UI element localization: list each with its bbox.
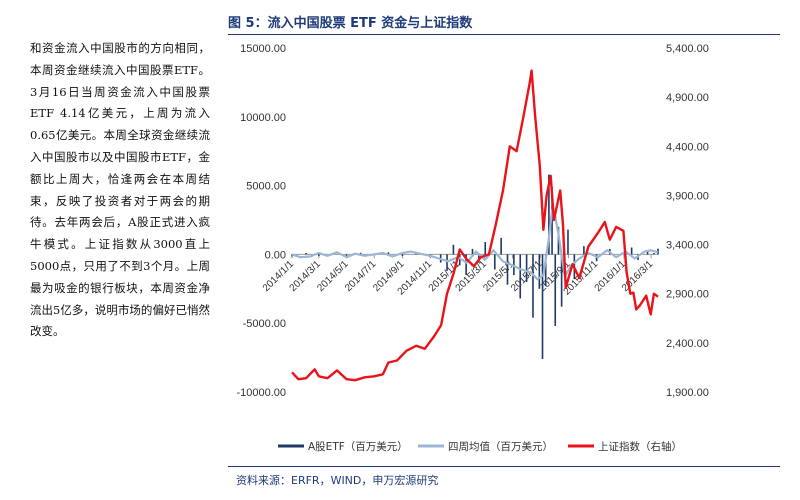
y-right-tick-label: 4,400.00 [666, 141, 709, 153]
y-left-tick-label: 15000.00 [240, 43, 286, 55]
etf-bar [519, 254, 522, 299]
y-left-tick-label: -5000.00 [243, 318, 286, 330]
etf-bar [493, 254, 496, 270]
footer-rule [228, 466, 780, 467]
etf-bar [653, 253, 655, 255]
legend-label: A股ETF（百万美元） [308, 440, 408, 453]
y-right-tick-label: 2,900.00 [666, 289, 709, 301]
etf-bar [452, 244, 455, 255]
y-right-tick-label: 3,900.00 [666, 190, 709, 202]
y-right-tick-label: 1,900.00 [666, 387, 709, 399]
y-right-tick-label: 5,400.00 [666, 43, 709, 55]
etf-bar [554, 254, 557, 326]
etf-bar [548, 174, 550, 255]
etf-bar [538, 254, 541, 289]
source-note: 资料来源：ERFR，WIND，申万宏源研究 [236, 474, 439, 487]
etf-bar [484, 242, 487, 255]
etf-bar [646, 250, 649, 255]
etf-bar [560, 254, 563, 307]
title-rule [228, 34, 780, 35]
etf-bar [541, 254, 544, 359]
shanghai-index-line [291, 69, 659, 382]
etf-bar [630, 247, 633, 255]
etf-bar [595, 254, 598, 262]
etf-bar [387, 252, 390, 255]
etf-bar [567, 229, 569, 255]
y-right-tick-label: 3,400.00 [666, 240, 709, 252]
etf-bar [318, 254, 320, 257]
commentary-text: 和资金流入中国股市的方向相同，本周资金继续流入中国股票ETF。3月16日当周资金… [30, 41, 210, 339]
etf-bar [513, 254, 515, 276]
etf-bar [525, 254, 528, 282]
legend-label: 上证指数（右轴） [598, 440, 682, 453]
y-left-tick-label: 10000.00 [240, 112, 286, 124]
four-week-average-line [291, 209, 659, 281]
etf-bar [401, 254, 404, 257]
chart-title: 图 5：流入中国股票 ETF 资金与上证指数 [228, 16, 473, 31]
etf-bar [345, 254, 348, 256]
y-right-tick-label: 4,900.00 [666, 92, 709, 104]
etf-bar [583, 246, 585, 255]
etf-bar [471, 248, 474, 255]
etf-bar [551, 186, 553, 255]
etf-bar [458, 254, 461, 266]
y-left-tick-label: 5000.00 [246, 181, 286, 193]
legend-label: 四周均值（百万美元） [448, 440, 553, 453]
etf-bar [465, 254, 467, 276]
y-left-tick-label: 0.00 [265, 249, 286, 261]
chart: 15000.00 10000.00 5000.00 0.00 -5000.00 -1000… [236, 43, 709, 453]
etf-bar [446, 254, 448, 271]
etf-bar [532, 254, 534, 318]
etf-bar [305, 253, 307, 255]
y-left-tick-label: -10000.00 [236, 387, 286, 399]
etf-bar [506, 254, 509, 285]
etf-bar [544, 254, 547, 287]
etf-bar [500, 237, 502, 255]
y-right-tick-label: 2,400.00 [666, 338, 709, 350]
etf-bar [359, 252, 362, 255]
